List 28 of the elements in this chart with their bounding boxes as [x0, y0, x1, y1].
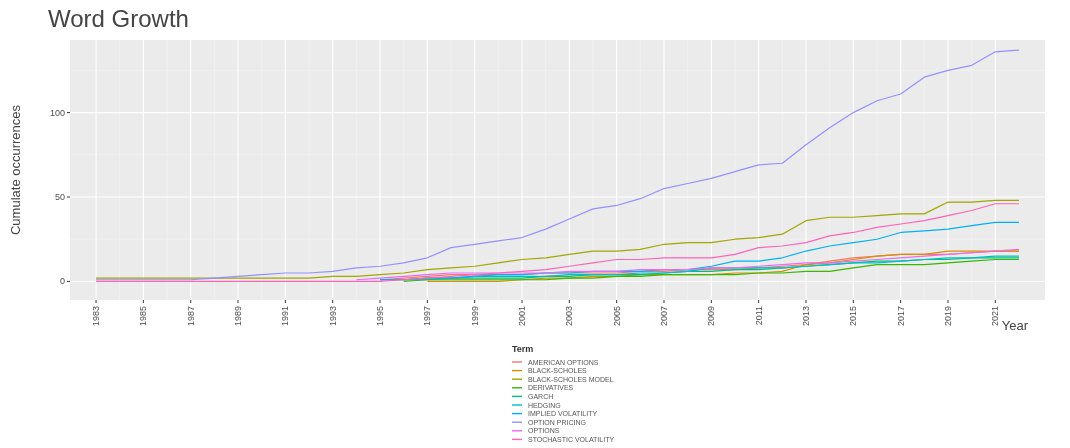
x-tick-label: 2009 — [706, 306, 717, 327]
x-tick-label: 2005 — [611, 306, 622, 327]
chart-title: Word Growth — [48, 5, 189, 32]
x-tick-label: 2019 — [942, 306, 953, 327]
x-tick-label: 2003 — [564, 306, 575, 327]
x-tick-label: 2015 — [848, 306, 859, 327]
y-axis-title: Cumulate occurrences — [8, 104, 23, 236]
line-series — [95, 49, 1020, 281]
x-tick-label: 1993 — [327, 306, 338, 327]
x-tick-label: 1995 — [375, 306, 386, 327]
x-tick-label: 1985 — [138, 306, 149, 327]
y-tick-label: 0 — [59, 276, 65, 287]
x-tick-label: 1999 — [469, 306, 480, 327]
y-tick-label: 100 — [49, 107, 65, 118]
x-tick-label: 1989 — [233, 306, 244, 327]
x-tick-label: 2021 — [990, 306, 1001, 327]
legend-title: Term — [512, 344, 534, 354]
x-tick-label: 2001 — [517, 306, 527, 327]
x-axis-title: Year — [1001, 318, 1029, 333]
x-tick-label: 1991 — [280, 306, 291, 327]
x-tick-label: 1997 — [422, 306, 433, 327]
x-tick-label: 2017 — [895, 306, 906, 327]
y-tick-label: 50 — [54, 192, 65, 203]
x-tick-label: 1983 — [91, 306, 102, 327]
x-tick-label: 2011 — [753, 306, 764, 326]
x-tick-label: 1987 — [185, 306, 196, 327]
x-tick-label: 2013 — [800, 306, 811, 327]
x-tick-label: 2007 — [658, 306, 669, 327]
